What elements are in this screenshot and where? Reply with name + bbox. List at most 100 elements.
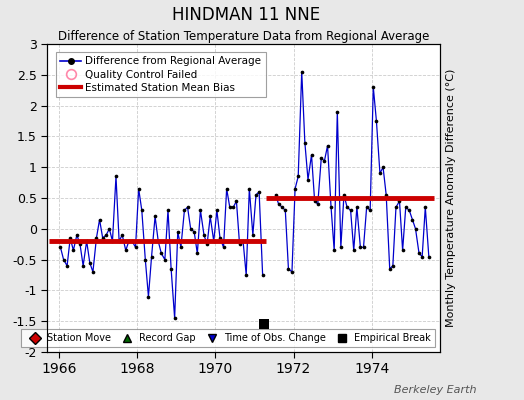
Y-axis label: Monthly Temperature Anomaly Difference (°C): Monthly Temperature Anomaly Difference (… — [446, 69, 456, 327]
Point — [376, 170, 384, 176]
Point — [112, 173, 120, 180]
Point — [359, 244, 368, 250]
Point — [343, 204, 351, 210]
Point — [235, 241, 244, 247]
Point — [382, 192, 390, 198]
Point — [132, 244, 140, 250]
Point — [115, 238, 123, 244]
Point — [157, 250, 166, 257]
Point — [320, 158, 329, 164]
Point — [249, 232, 257, 238]
Point — [379, 164, 387, 170]
Point — [405, 207, 413, 214]
Point — [323, 142, 332, 149]
Point — [108, 238, 117, 244]
Point — [363, 204, 371, 210]
Point — [307, 152, 315, 158]
Point — [144, 293, 152, 300]
Point — [229, 204, 237, 210]
Point — [128, 238, 136, 244]
Point — [170, 315, 179, 321]
Point — [304, 176, 312, 183]
Point — [206, 213, 214, 220]
Point — [401, 204, 410, 210]
Point — [154, 238, 162, 244]
Point — [79, 262, 88, 269]
Point — [210, 238, 218, 244]
Legend: Station Move, Record Gap, Time of Obs. Change, Empirical Break: Station Move, Record Gap, Time of Obs. C… — [21, 329, 435, 347]
Point — [138, 207, 146, 214]
Point — [255, 189, 263, 195]
Point — [95, 216, 104, 223]
Point — [92, 235, 101, 241]
Point — [372, 118, 380, 124]
Point — [260, 321, 268, 328]
Point — [99, 235, 107, 241]
Point — [284, 266, 292, 272]
Point — [187, 226, 195, 232]
Point — [183, 204, 192, 210]
Point — [353, 204, 361, 210]
Point — [291, 186, 299, 192]
Point — [213, 207, 221, 214]
Point — [239, 238, 247, 244]
Point — [301, 139, 309, 146]
Point — [85, 260, 94, 266]
Point — [395, 198, 403, 204]
Point — [167, 266, 176, 272]
Point — [271, 192, 280, 198]
Point — [63, 262, 71, 269]
Point — [245, 186, 254, 192]
Point — [226, 204, 234, 210]
Point — [317, 155, 325, 161]
Point — [105, 226, 114, 232]
Title: Difference of Station Temperature Data from Regional Average: Difference of Station Temperature Data f… — [58, 30, 429, 43]
Point — [258, 272, 267, 278]
Point — [398, 247, 407, 254]
Point — [369, 84, 377, 90]
Point — [411, 226, 420, 232]
Point — [151, 213, 159, 220]
Point — [164, 207, 172, 214]
Point — [102, 232, 111, 238]
Point — [298, 68, 306, 75]
Point — [330, 247, 339, 254]
Point — [278, 204, 287, 210]
Point — [69, 247, 78, 254]
Point — [340, 192, 348, 198]
Point — [66, 235, 74, 241]
Point — [281, 207, 289, 214]
Point — [327, 204, 335, 210]
Point — [336, 244, 345, 250]
Point — [313, 201, 322, 207]
Point — [73, 232, 81, 238]
Point — [216, 235, 224, 241]
Point — [56, 244, 64, 250]
Point — [418, 253, 427, 260]
Point — [346, 207, 355, 214]
Point — [356, 244, 365, 250]
Point — [196, 207, 205, 214]
Point — [220, 244, 228, 250]
Point — [89, 269, 97, 275]
Point — [275, 201, 283, 207]
Point — [122, 247, 130, 254]
Point — [392, 204, 400, 210]
Point — [203, 241, 211, 247]
Point — [76, 241, 84, 247]
Point — [118, 232, 126, 238]
Point — [147, 253, 156, 260]
Point — [177, 244, 185, 250]
Point — [294, 173, 302, 180]
Point — [408, 216, 417, 223]
Point — [421, 204, 430, 210]
Point — [242, 272, 250, 278]
Text: HINDMAN 11 NNE: HINDMAN 11 NNE — [172, 6, 320, 24]
Point — [310, 198, 319, 204]
Point — [141, 256, 149, 263]
Point — [386, 266, 394, 272]
Point — [135, 186, 143, 192]
Point — [82, 238, 91, 244]
Point — [59, 256, 68, 263]
Point — [252, 192, 260, 198]
